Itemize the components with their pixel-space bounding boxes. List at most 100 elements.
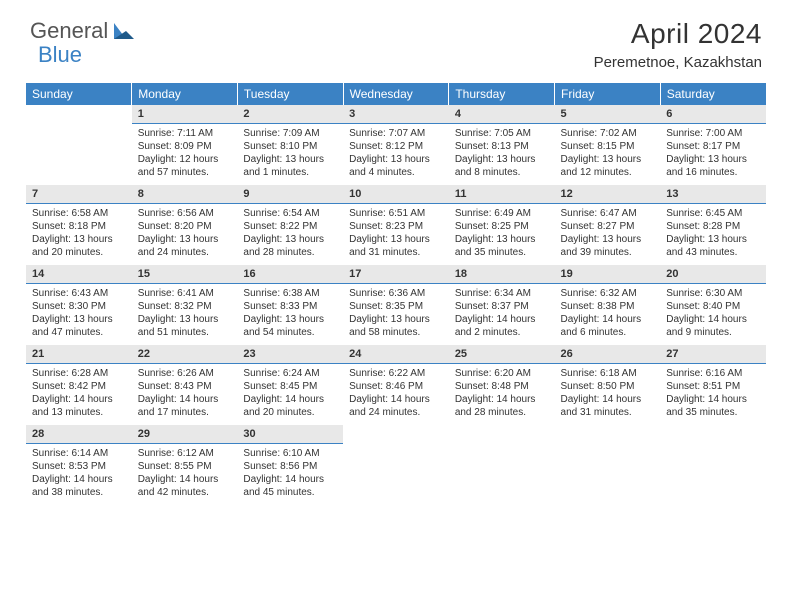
day-details: Sunrise: 6:28 AMSunset: 8:42 PMDaylight:… — [26, 364, 132, 425]
day-cell: 17Sunrise: 6:36 AMSunset: 8:35 PMDayligh… — [343, 265, 449, 345]
day-details: Sunrise: 6:26 AMSunset: 8:43 PMDaylight:… — [132, 364, 238, 425]
day-cell: 20Sunrise: 6:30 AMSunset: 8:40 PMDayligh… — [660, 265, 766, 345]
day-number: 23 — [237, 345, 343, 364]
day-details: Sunrise: 7:02 AMSunset: 8:15 PMDaylight:… — [555, 124, 661, 185]
day-cell: 16Sunrise: 6:38 AMSunset: 8:33 PMDayligh… — [237, 265, 343, 345]
day-details: Sunrise: 7:09 AMSunset: 8:10 PMDaylight:… — [237, 124, 343, 185]
day-cell: 1Sunrise: 7:11 AMSunset: 8:09 PMDaylight… — [132, 105, 238, 185]
empty-daynum — [555, 425, 661, 443]
day-number: 1 — [132, 105, 238, 124]
location-label: Peremetnoe, Kazakhstan — [594, 54, 762, 71]
day-details: Sunrise: 6:18 AMSunset: 8:50 PMDaylight:… — [555, 364, 661, 425]
dayhead-monday: Monday — [132, 83, 238, 105]
day-details: Sunrise: 6:45 AMSunset: 8:28 PMDaylight:… — [660, 204, 766, 265]
day-number: 25 — [449, 345, 555, 364]
day-details: Sunrise: 7:11 AMSunset: 8:09 PMDaylight:… — [132, 124, 238, 185]
day-details: Sunrise: 6:32 AMSunset: 8:38 PMDaylight:… — [555, 284, 661, 345]
day-details: Sunrise: 6:12 AMSunset: 8:55 PMDaylight:… — [132, 444, 238, 505]
day-cell: 29Sunrise: 6:12 AMSunset: 8:55 PMDayligh… — [132, 425, 238, 505]
day-cell: 12Sunrise: 6:47 AMSunset: 8:27 PMDayligh… — [555, 185, 661, 265]
day-number: 13 — [660, 185, 766, 204]
day-cell — [26, 105, 132, 185]
day-number: 5 — [555, 105, 661, 124]
day-cell — [555, 425, 661, 505]
header: General April 2024 Peremetnoe, Kazakhsta… — [0, 0, 792, 79]
day-number: 24 — [343, 345, 449, 364]
calendar-table: Sunday Monday Tuesday Wednesday Thursday… — [26, 83, 766, 505]
day-cell — [449, 425, 555, 505]
day-number: 30 — [237, 425, 343, 444]
day-number: 21 — [26, 345, 132, 364]
month-title: April 2024 — [594, 18, 762, 50]
day-number: 26 — [555, 345, 661, 364]
day-details: Sunrise: 6:38 AMSunset: 8:33 PMDaylight:… — [237, 284, 343, 345]
day-number: 12 — [555, 185, 661, 204]
empty-daynum — [343, 425, 449, 443]
day-cell — [343, 425, 449, 505]
empty-daynum — [660, 425, 766, 443]
day-details: Sunrise: 6:41 AMSunset: 8:32 PMDaylight:… — [132, 284, 238, 345]
day-number: 8 — [132, 185, 238, 204]
day-details: Sunrise: 6:20 AMSunset: 8:48 PMDaylight:… — [449, 364, 555, 425]
day-header-row: Sunday Monday Tuesday Wednesday Thursday… — [26, 83, 766, 105]
day-cell: 26Sunrise: 6:18 AMSunset: 8:50 PMDayligh… — [555, 345, 661, 425]
day-number: 22 — [132, 345, 238, 364]
day-cell: 7Sunrise: 6:58 AMSunset: 8:18 PMDaylight… — [26, 185, 132, 265]
day-number: 9 — [237, 185, 343, 204]
day-number: 28 — [26, 425, 132, 444]
dayhead-wednesday: Wednesday — [343, 83, 449, 105]
day-cell: 9Sunrise: 6:54 AMSunset: 8:22 PMDaylight… — [237, 185, 343, 265]
day-cell: 24Sunrise: 6:22 AMSunset: 8:46 PMDayligh… — [343, 345, 449, 425]
day-details: Sunrise: 6:30 AMSunset: 8:40 PMDaylight:… — [660, 284, 766, 345]
logo-sail-icon — [112, 21, 134, 46]
empty-daynum — [26, 105, 132, 123]
day-cell: 5Sunrise: 7:02 AMSunset: 8:15 PMDaylight… — [555, 105, 661, 185]
day-cell: 27Sunrise: 6:16 AMSunset: 8:51 PMDayligh… — [660, 345, 766, 425]
day-details: Sunrise: 6:49 AMSunset: 8:25 PMDaylight:… — [449, 204, 555, 265]
day-cell: 8Sunrise: 6:56 AMSunset: 8:20 PMDaylight… — [132, 185, 238, 265]
week-row: 14Sunrise: 6:43 AMSunset: 8:30 PMDayligh… — [26, 265, 766, 345]
day-number: 2 — [237, 105, 343, 124]
day-cell: 15Sunrise: 6:41 AMSunset: 8:32 PMDayligh… — [132, 265, 238, 345]
day-details: Sunrise: 6:10 AMSunset: 8:56 PMDaylight:… — [237, 444, 343, 505]
day-number: 16 — [237, 265, 343, 284]
dayhead-saturday: Saturday — [660, 83, 766, 105]
week-row: 28Sunrise: 6:14 AMSunset: 8:53 PMDayligh… — [26, 425, 766, 505]
title-block: April 2024 Peremetnoe, Kazakhstan — [594, 18, 762, 71]
day-cell: 23Sunrise: 6:24 AMSunset: 8:45 PMDayligh… — [237, 345, 343, 425]
week-row: 7Sunrise: 6:58 AMSunset: 8:18 PMDaylight… — [26, 185, 766, 265]
day-cell: 14Sunrise: 6:43 AMSunset: 8:30 PMDayligh… — [26, 265, 132, 345]
day-details: Sunrise: 6:22 AMSunset: 8:46 PMDaylight:… — [343, 364, 449, 425]
day-cell: 21Sunrise: 6:28 AMSunset: 8:42 PMDayligh… — [26, 345, 132, 425]
day-number: 15 — [132, 265, 238, 284]
calendar-body: 1Sunrise: 7:11 AMSunset: 8:09 PMDaylight… — [26, 105, 766, 505]
day-number: 20 — [660, 265, 766, 284]
day-details: Sunrise: 6:58 AMSunset: 8:18 PMDaylight:… — [26, 204, 132, 265]
day-cell: 10Sunrise: 6:51 AMSunset: 8:23 PMDayligh… — [343, 185, 449, 265]
day-details: Sunrise: 6:54 AMSunset: 8:22 PMDaylight:… — [237, 204, 343, 265]
day-cell: 28Sunrise: 6:14 AMSunset: 8:53 PMDayligh… — [26, 425, 132, 505]
day-cell: 19Sunrise: 6:32 AMSunset: 8:38 PMDayligh… — [555, 265, 661, 345]
logo: General — [30, 18, 136, 44]
day-details: Sunrise: 6:36 AMSunset: 8:35 PMDaylight:… — [343, 284, 449, 345]
week-row: 1Sunrise: 7:11 AMSunset: 8:09 PMDaylight… — [26, 105, 766, 185]
day-cell: 2Sunrise: 7:09 AMSunset: 8:10 PMDaylight… — [237, 105, 343, 185]
day-cell: 22Sunrise: 6:26 AMSunset: 8:43 PMDayligh… — [132, 345, 238, 425]
day-cell: 18Sunrise: 6:34 AMSunset: 8:37 PMDayligh… — [449, 265, 555, 345]
day-cell: 4Sunrise: 7:05 AMSunset: 8:13 PMDaylight… — [449, 105, 555, 185]
week-row: 21Sunrise: 6:28 AMSunset: 8:42 PMDayligh… — [26, 345, 766, 425]
dayhead-thursday: Thursday — [449, 83, 555, 105]
day-details: Sunrise: 7:05 AMSunset: 8:13 PMDaylight:… — [449, 124, 555, 185]
logo-text-blue: Blue — [38, 42, 82, 68]
dayhead-tuesday: Tuesday — [237, 83, 343, 105]
dayhead-friday: Friday — [555, 83, 661, 105]
day-number: 18 — [449, 265, 555, 284]
day-details: Sunrise: 6:16 AMSunset: 8:51 PMDaylight:… — [660, 364, 766, 425]
day-cell: 13Sunrise: 6:45 AMSunset: 8:28 PMDayligh… — [660, 185, 766, 265]
day-cell: 11Sunrise: 6:49 AMSunset: 8:25 PMDayligh… — [449, 185, 555, 265]
day-details: Sunrise: 6:56 AMSunset: 8:20 PMDaylight:… — [132, 204, 238, 265]
day-cell: 3Sunrise: 7:07 AMSunset: 8:12 PMDaylight… — [343, 105, 449, 185]
day-number: 17 — [343, 265, 449, 284]
day-number: 27 — [660, 345, 766, 364]
day-cell — [660, 425, 766, 505]
